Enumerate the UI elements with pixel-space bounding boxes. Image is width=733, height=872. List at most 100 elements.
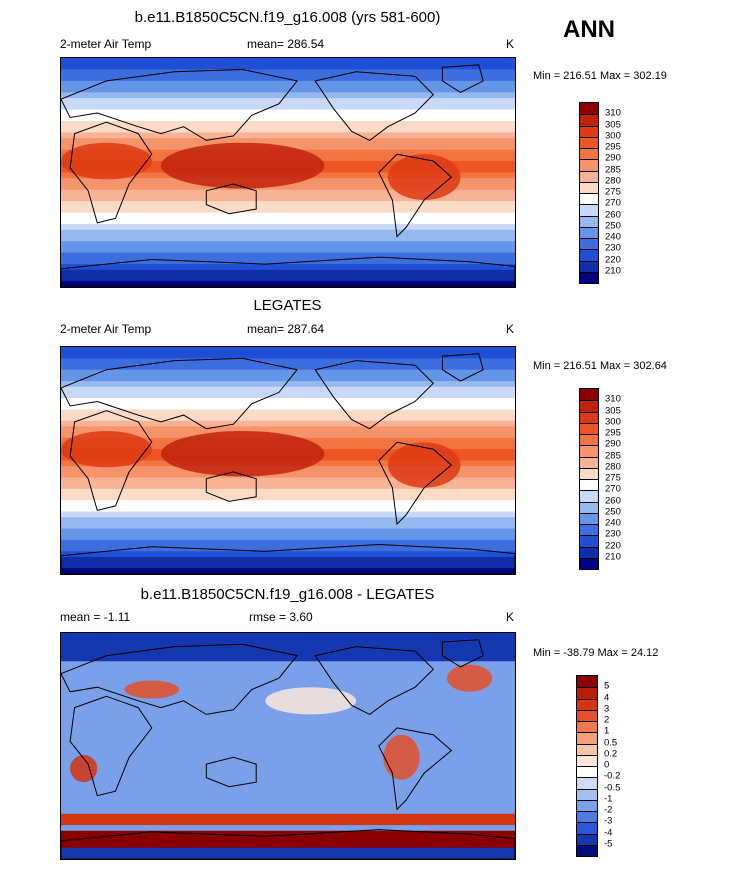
- field-anomaly: [160, 142, 325, 189]
- field-band: [61, 109, 515, 117]
- colorbar-tick-label: 220: [605, 254, 621, 265]
- coastline: [205, 756, 257, 788]
- colorbar-tick-label: 240: [605, 517, 621, 529]
- panel-title: LEGATES: [253, 297, 322, 314]
- field-band: [61, 420, 515, 428]
- field-band: [61, 505, 515, 513]
- coastline: [205, 183, 257, 215]
- field-band: [61, 381, 515, 388]
- variable-label: 2-meter Air Temp: [60, 322, 152, 336]
- field-band: [61, 103, 515, 111]
- field-anomaly: [265, 687, 357, 715]
- field-band: [61, 415, 515, 422]
- field-anomaly: [383, 734, 420, 780]
- colorbar-swatch: [577, 687, 597, 699]
- field-band: [61, 352, 515, 360]
- field-band: [61, 347, 515, 354]
- coastline: [441, 64, 484, 93]
- field-anomaly: [160, 430, 325, 477]
- colorbar-swatch: [580, 400, 598, 412]
- colorbar-swatch: [580, 490, 598, 502]
- colorbar-swatch: [577, 844, 597, 856]
- colorbar-tick-label: 295: [605, 141, 621, 153]
- colorbar-tick-label: 270: [605, 483, 621, 495]
- field-band: [61, 751, 515, 759]
- colorbar-tick-label: 0.5: [604, 737, 618, 748]
- field-band: [61, 426, 515, 434]
- field-band: [61, 281, 515, 287]
- colorbar-swatch: [577, 698, 597, 710]
- field-band: [61, 494, 515, 502]
- minmax-label: Min = 216.51 Max = 302.64: [533, 360, 667, 372]
- colorbar-tick-label: 230: [605, 242, 621, 254]
- coastline: [205, 471, 257, 502]
- field-band: [61, 562, 515, 570]
- field-band: [61, 830, 515, 838]
- field-anomaly: [446, 664, 493, 692]
- field-band: [61, 477, 515, 485]
- field-band: [61, 58, 515, 65]
- colorbar-swatch: [580, 193, 598, 205]
- colorbar-tick-label: 280: [605, 461, 621, 473]
- colorbar-swatch: [580, 411, 598, 423]
- units-label: K: [506, 37, 515, 51]
- field-anomaly: [70, 755, 98, 783]
- colorbar-swatch: [580, 271, 598, 283]
- coastline: [61, 68, 298, 141]
- field-band: [61, 241, 515, 248]
- field-band: [61, 661, 515, 668]
- field-band: [61, 534, 515, 541]
- colorbar-swatch: [580, 159, 598, 171]
- colorbar-tick-label: 260: [605, 209, 621, 220]
- temperature-map: [60, 57, 516, 288]
- field-band: [61, 386, 515, 394]
- panel-title: b.e11.B1850C5CN.f19_g16.008 (yrs 581-600…: [134, 9, 441, 26]
- coastline: [441, 639, 484, 668]
- season-label: ANN: [563, 16, 615, 43]
- coastline: [314, 360, 435, 430]
- colorbar-tick-label: 5: [604, 680, 610, 692]
- colorbar-tick-label: -1: [604, 793, 613, 805]
- variable-label: 2-meter Air Temp: [60, 37, 152, 51]
- colorbar-swatch: [577, 709, 597, 721]
- colorbar-tick-label: 260: [605, 495, 621, 506]
- colorbar-tick-label: 270: [605, 197, 621, 209]
- field-band: [61, 539, 515, 547]
- colorbar-swatch: [580, 204, 598, 216]
- colorbar-swatch: [577, 754, 597, 766]
- field-band: [61, 206, 515, 214]
- field-band: [61, 633, 515, 640]
- mean-label: mean= 287.64: [247, 322, 325, 336]
- field-band: [61, 218, 515, 226]
- field-band: [61, 398, 515, 405]
- field-band: [61, 224, 515, 231]
- mean-label: mean= 286.54: [247, 37, 325, 51]
- colorbar-tick-label: 310: [605, 393, 621, 405]
- field-band: [61, 762, 515, 770]
- field-band: [61, 785, 515, 793]
- field-band: [61, 269, 515, 277]
- colorbar-tick-label: 285: [605, 450, 621, 461]
- colorbar: [579, 388, 599, 570]
- colorbar-swatch: [580, 434, 598, 446]
- coastline: [378, 153, 453, 238]
- colorbar-tick-label: 210: [605, 265, 621, 277]
- colorbar-tick-label: 280: [605, 175, 621, 187]
- field-band: [61, 768, 515, 776]
- colorbar-swatch: [580, 103, 598, 115]
- field-band: [61, 229, 515, 237]
- field-band: [61, 522, 515, 530]
- field-band: [61, 853, 515, 859]
- field-band: [61, 120, 515, 128]
- colorbar-tick-label: 230: [605, 528, 621, 540]
- field-band: [61, 717, 515, 725]
- coastline: [69, 410, 153, 512]
- colorbar-swatch: [580, 524, 598, 536]
- colorbar-tick-label: -5: [604, 838, 613, 850]
- colorbar-tick-label: -4: [604, 827, 613, 838]
- coastline: [314, 71, 435, 141]
- colorbar-swatch: [580, 445, 598, 457]
- field-anomaly: [387, 442, 461, 488]
- colorbar-tick-label: 0.2: [604, 748, 618, 760]
- colorbar-swatch: [580, 238, 598, 250]
